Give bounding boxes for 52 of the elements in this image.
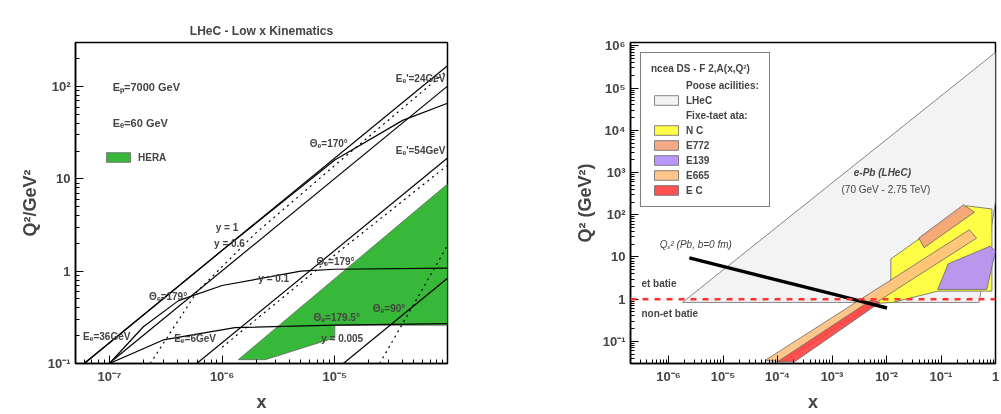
y-axis-title: Q² (GeV²) <box>574 163 595 243</box>
annotation: Θₑ=179.5° <box>313 312 360 324</box>
x-tick-label: 10⁻⁴ <box>765 368 790 384</box>
annotation: y = 0.6 <box>214 237 246 249</box>
x-tick-label: 10⁻⁷ <box>97 368 122 384</box>
chart-title: LHeC - Low x Kinematics <box>189 23 334 38</box>
x-tick-label: 10⁻⁵ <box>322 368 348 384</box>
annotation: y = 0.005 <box>321 332 364 344</box>
x-tick-label: 10⁻³ <box>820 368 845 384</box>
x-tick-label: 10⁻² <box>875 368 899 384</box>
y-tick-label: 10⁵ <box>604 80 626 96</box>
y-tick-label: 10⁻¹ <box>602 333 626 349</box>
y-tick-label: 10² <box>606 207 627 223</box>
y-tick-label: 10² <box>51 79 72 95</box>
y-tick-label: 10⁶ <box>605 38 626 54</box>
legend-title: ncea DS - F 2,A(x,Q²) <box>651 63 751 74</box>
annotation: et batie <box>641 277 677 289</box>
x-axis-title: x <box>807 391 819 412</box>
annotation: Poose acilities: <box>686 79 759 91</box>
legend-label: E139 <box>686 154 710 166</box>
legend-label: HERA <box>138 151 167 163</box>
x-tick-label: 10⁻⁵ <box>710 368 736 384</box>
legend-label: E772 <box>686 139 710 151</box>
x-tick-label: 10⁻⁶ <box>656 368 681 384</box>
legend-label: E665 <box>686 169 710 181</box>
annotation: Fixe-taet ata: <box>686 109 748 121</box>
annotation: Θₑ=90° <box>372 302 406 314</box>
annotation: non-et batie <box>641 308 699 320</box>
y-tick-label: 10³ <box>606 165 627 181</box>
annotation: y = 1 <box>215 222 239 234</box>
annotation: Eₚ=7000 GeV <box>112 81 181 95</box>
y-tick-label: 10 <box>56 171 71 187</box>
x-axis-title: x <box>256 391 267 412</box>
y-tick-label: 10⁴ <box>604 122 626 138</box>
x-tick-label: 10⁻⁶ <box>209 368 235 384</box>
legend-label: LHeC <box>686 94 713 106</box>
y-tick-label: 1 <box>63 263 71 279</box>
x-tick-label: 1 <box>991 368 1000 384</box>
x-tick-label: 10⁻¹ <box>929 368 953 384</box>
annotation: Eₑ'=54GeV <box>395 145 446 157</box>
annotation: Θₑ=170° <box>309 138 348 150</box>
y-tick-label: 1 <box>618 291 626 307</box>
annotation: Eₑ=6GeV <box>174 332 217 344</box>
y-tick-label: 10 <box>611 249 626 265</box>
y-axis-title: Q²/GeV² <box>19 169 40 237</box>
annotation: Qₛ² (Pb, b=0 fm) <box>659 238 732 250</box>
annotation: (70 GeV - 2.75 TeV) <box>841 184 931 196</box>
annotation: e-Pb (LHeC) <box>853 166 912 178</box>
legend-label: N C <box>686 124 705 136</box>
y-tick-label: 10⁻¹ <box>47 356 71 371</box>
annotation: Eₑ=60 GeV <box>112 116 169 129</box>
legend-label: E C <box>686 184 704 196</box>
